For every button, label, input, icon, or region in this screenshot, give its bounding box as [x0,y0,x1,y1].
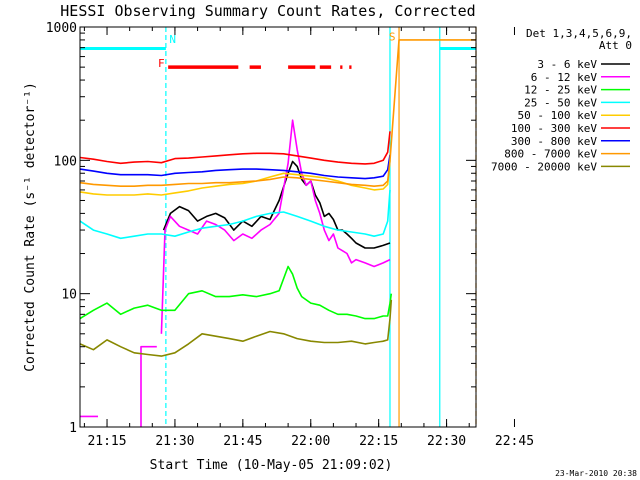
legend-label-1: 6 - 12 keV [531,71,598,84]
data-layer: NF S [79,27,477,427]
axis-layer: 21:15 21:30 21:45 22:00 22:15 22:30 22:45 1 10 10… [46,21,534,449]
y-tick-label-1: 10 [61,288,77,303]
chart-title: HESSI Observing Summary Count Rates, Cor… [60,2,475,20]
annotation-2: S [389,31,396,44]
legend-label-4: 50 - 100 keV [518,109,598,122]
x-tick-label-2: 21:45 [223,434,262,449]
x-tick-label-6: 22:45 [495,434,534,449]
legend-label-7: 800 - 7000 keV [504,148,597,161]
legend-label-3: 25 - 50 keV [524,96,597,109]
series-line-5 [79,131,391,165]
y-tick-label-0: 1 [69,421,77,436]
series-line-6 [79,154,391,180]
x-axis-label: Start Time (10-May-05 21:09:02) [150,458,393,473]
series-line-7 [79,39,476,187]
x-tick-label-0: 21:15 [87,434,126,449]
series-line-3 [79,189,391,240]
series-line-8 [79,299,393,357]
x-tick-label-5: 22:30 [427,434,466,449]
y-tick-label-2: 100 [54,154,77,169]
x-tick-label-3: 22:00 [291,434,330,449]
x-tick-label-4: 22:15 [359,434,398,449]
annotation-0: N [169,33,176,46]
annotation-1: F [158,57,165,70]
series-line-1 [80,119,391,427]
y-tick-label-3: 1000 [46,21,77,36]
legend-label-2: 12 - 25 keV [524,84,597,97]
legend-label-0: 3 - 6 keV [537,58,597,71]
series-line-0 [162,160,391,249]
plot-frame [79,26,477,428]
x-tick-label-1: 21:30 [155,434,194,449]
footer-timestamp: 23-Mar-2010 20:38 [555,469,637,478]
legend-label-5: 100 - 300 keV [511,122,597,135]
series-line-2 [79,265,393,320]
legend-header-0: Det 1,3,4,5,6,9, [526,27,632,40]
series-line-4 [79,160,391,196]
legend-header-1: Att 0 [599,39,632,52]
legend-label-6: 300 - 800 keV [511,135,597,148]
y-axis-label: Corrected Count Rate (s⁻¹ detector⁻¹) [23,82,38,372]
legend-label-8: 7000 - 20000 keV [491,160,597,173]
